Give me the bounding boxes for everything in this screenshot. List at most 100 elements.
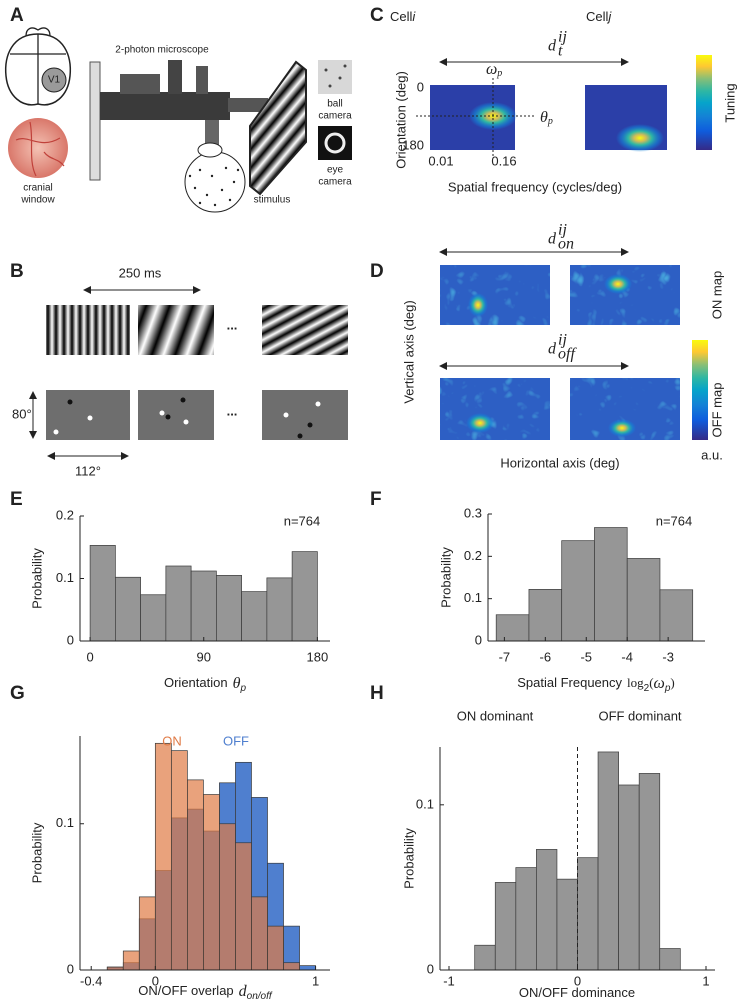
panel-a: V1 cranial window 2-photon microscope st… bbox=[4, 27, 352, 213]
rf-peak bbox=[604, 274, 632, 294]
x-tick-label: 1 bbox=[702, 973, 709, 988]
bar bbox=[594, 527, 628, 642]
colorbar-label: Tuning bbox=[722, 83, 737, 122]
x-tick-label: 0.01 bbox=[428, 153, 453, 168]
window-label: cranial bbox=[23, 183, 52, 194]
mouse bbox=[197, 142, 223, 158]
sparse-noise bbox=[138, 390, 214, 440]
panel-label: E bbox=[10, 489, 23, 510]
objective bbox=[205, 120, 219, 146]
subscript: p bbox=[547, 116, 553, 127]
x-tick-label: -3 bbox=[662, 649, 674, 664]
height-label: 80° bbox=[12, 406, 32, 421]
label-part: p bbox=[239, 683, 246, 694]
label-part: on/off bbox=[247, 991, 273, 1002]
label-part: ω bbox=[654, 675, 665, 692]
bar bbox=[235, 842, 252, 971]
bar bbox=[266, 577, 293, 642]
eye-camera-label: eye bbox=[327, 165, 344, 176]
bar bbox=[165, 565, 192, 642]
microscope-body bbox=[100, 92, 230, 120]
bar bbox=[138, 896, 156, 971]
x-label: Orientation θp bbox=[164, 675, 246, 694]
ball-dots bbox=[188, 166, 240, 207]
panel-d: d ij on ON map d ij off OFF map a.u. Ver… bbox=[401, 222, 724, 471]
rf-peak bbox=[468, 293, 488, 317]
bar bbox=[495, 614, 530, 642]
bar bbox=[556, 878, 578, 971]
bar bbox=[618, 784, 640, 971]
eye-camera-image bbox=[318, 126, 352, 160]
x-tick-label: 90 bbox=[197, 649, 211, 664]
microscope-part bbox=[196, 66, 208, 94]
grating bbox=[138, 305, 214, 355]
window-label: window bbox=[20, 195, 55, 206]
off-map-label: OFF map bbox=[709, 383, 724, 438]
y-tick-label: 0 bbox=[427, 961, 434, 976]
microscope-pole bbox=[89, 61, 101, 181]
bar bbox=[597, 751, 619, 971]
colorbar bbox=[696, 55, 712, 150]
y-tick-label: 0.2 bbox=[464, 548, 482, 563]
bar bbox=[515, 867, 537, 971]
y-tick-label: 0.2 bbox=[56, 507, 74, 522]
y-label: Probability bbox=[29, 548, 44, 609]
bar bbox=[561, 540, 595, 642]
label-part: ) bbox=[670, 675, 674, 690]
label-part: d bbox=[239, 983, 248, 1000]
panel-label: F bbox=[370, 489, 382, 510]
grating bbox=[262, 305, 348, 355]
brain-lines bbox=[10, 27, 66, 104]
distance-symbol: d bbox=[548, 231, 557, 248]
cell-name: Cell bbox=[586, 9, 609, 24]
y-tick-label: 0 bbox=[67, 961, 74, 976]
panel-label: A bbox=[10, 5, 24, 26]
panel-label: C bbox=[370, 5, 384, 26]
microscope-label: 2-photon microscope bbox=[115, 45, 209, 56]
y-label: Vertical axis (deg) bbox=[401, 300, 416, 403]
y-tick-label: 0 bbox=[475, 632, 482, 647]
ellipsis: ... bbox=[227, 317, 238, 332]
distance-sub: on bbox=[558, 236, 574, 253]
x-tick-label: 0.16 bbox=[491, 153, 516, 168]
eye-camera-label: camera bbox=[318, 177, 352, 188]
bar bbox=[267, 925, 284, 971]
x-label: ON/OFF overlap don/off bbox=[138, 983, 273, 1002]
x-label: ON/OFF dominance bbox=[519, 985, 635, 1000]
label-part: p bbox=[664, 683, 671, 694]
label-part: ( bbox=[649, 675, 653, 690]
x-tick-label: -4 bbox=[621, 649, 633, 664]
x-tick-label: 0 bbox=[574, 973, 581, 988]
peak-frequency: ωp bbox=[486, 61, 502, 80]
bar bbox=[219, 823, 236, 971]
y-tick-label: 0.1 bbox=[56, 570, 74, 585]
x-label: Spatial frequency (cycles/deg) bbox=[448, 179, 622, 194]
x-label: Horizontal axis (deg) bbox=[500, 455, 619, 470]
bar bbox=[140, 594, 167, 642]
x-tick-label: 1 bbox=[312, 973, 319, 988]
bar bbox=[187, 779, 204, 971]
annotation: n=764 bbox=[284, 513, 321, 528]
y-tick-label: 0.1 bbox=[416, 796, 434, 811]
sparse-noise bbox=[262, 390, 348, 440]
v1-area bbox=[41, 67, 67, 93]
bar bbox=[89, 545, 116, 642]
distance-sup: ij bbox=[558, 332, 567, 349]
bar bbox=[494, 882, 517, 971]
distance-sub: off bbox=[558, 346, 577, 363]
legend-entry: OFF bbox=[223, 733, 249, 748]
bar bbox=[528, 589, 563, 642]
legend-entry: ON bbox=[162, 733, 182, 748]
microscope-part bbox=[228, 98, 268, 112]
cell-index: j bbox=[606, 9, 612, 24]
tuning-peak bbox=[616, 124, 664, 152]
bar bbox=[216, 575, 242, 642]
cell-name: Cell bbox=[390, 9, 413, 24]
bar bbox=[659, 948, 681, 971]
distance-symbol: d bbox=[548, 341, 557, 358]
cell-label: Celli bbox=[390, 9, 416, 24]
y-tick-label: 0.3 bbox=[464, 505, 482, 520]
label-part: Spatial Frequency bbox=[517, 675, 622, 690]
label-part: ON/OFF dominance bbox=[519, 985, 635, 1000]
bar bbox=[659, 589, 694, 642]
